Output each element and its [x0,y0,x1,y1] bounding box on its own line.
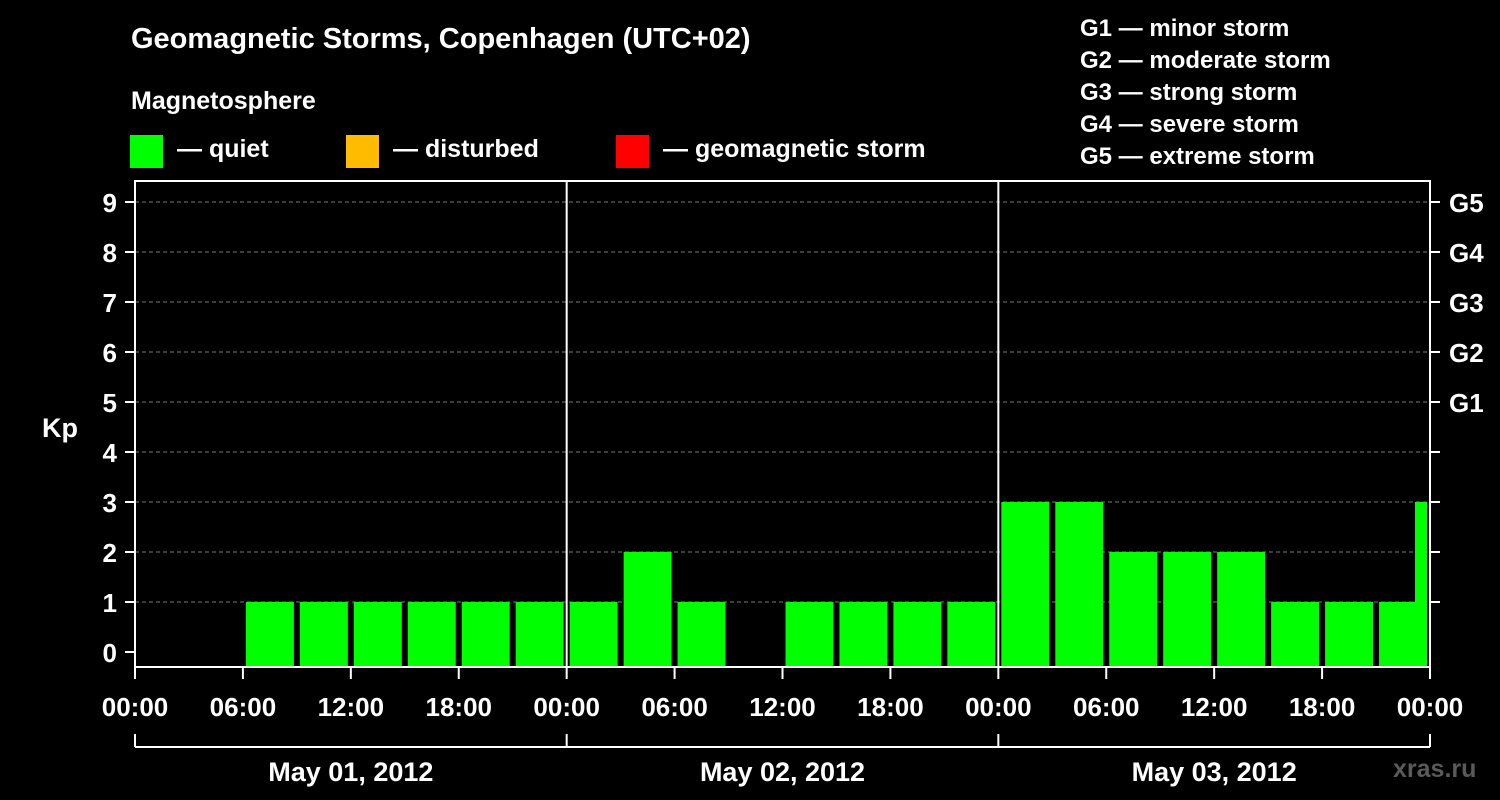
kp-bar [569,602,618,667]
kp-bar [839,602,888,667]
y-tick-label: 4 [103,438,118,468]
x-tick-label: 06:00 [641,692,708,722]
legend-swatch-storm [616,135,649,168]
kp-bar [515,602,564,667]
kp-bar [461,602,510,667]
scale-g3: G3 — strong storm [1080,79,1298,106]
legend-label-storm: — geomagnetic storm [663,135,926,163]
kp-bar [1001,502,1050,667]
y-axis-label: Kp [42,413,78,443]
watermark: xras.ru [1393,755,1477,783]
y-tick-label: 6 [103,338,117,368]
day-label: May 03, 2012 [1132,757,1297,787]
x-tick-label: 00:00 [533,692,600,722]
legend-swatch-quiet [130,135,163,168]
y-tick-label: 0 [103,638,117,668]
right-tick-label: G2 [1449,338,1484,368]
kp-bar [893,602,942,667]
y-tick-label: 2 [103,538,117,568]
kp-bar [1055,502,1104,667]
scale-g1: G1 — minor storm [1080,15,1290,42]
kp-bar [1325,602,1374,667]
y-tick-label: 7 [103,288,117,318]
kp-bar [245,602,294,667]
kp-bar [947,602,996,667]
x-tick-label: 00:00 [965,692,1032,722]
kp-bar [1217,552,1266,667]
x-tick-label: 12:00 [318,692,385,722]
x-tick-label: 18:00 [1289,692,1356,722]
kp-bar [677,602,726,667]
x-tick-label: 18:00 [857,692,924,722]
kp-bar [785,602,834,667]
right-tick-label: G1 [1449,388,1484,418]
kp-bar [1271,602,1320,667]
y-tick-label: 3 [103,488,117,518]
y-tick-label: 1 [103,588,117,618]
scale-g2: G2 — moderate storm [1080,47,1331,74]
legend-heading: Magnetosphere [131,87,316,115]
x-tick-label: 12:00 [749,692,816,722]
right-tick-label: G5 [1449,188,1484,218]
right-tick-label: G3 [1449,288,1484,318]
kp-bar [1109,552,1158,667]
x-tick-label: 06:00 [210,692,277,722]
kp-bar [1163,552,1212,667]
kp-bar [623,552,672,667]
scale-g4: G4 — severe storm [1080,111,1299,138]
scale-g5: G5 — extreme storm [1080,143,1315,170]
kp-bar [353,602,402,667]
legend-label-quiet: — quiet [177,135,269,163]
legend-swatch-disturbed [346,135,379,168]
x-tick-label: 06:00 [1073,692,1140,722]
day-label: May 02, 2012 [700,757,865,787]
kp-bar [1415,502,1427,667]
right-tick-label: G4 [1449,238,1484,268]
x-tick-label: 00:00 [1397,692,1464,722]
x-tick-label: 00:00 [102,692,169,722]
y-tick-label: 9 [103,188,117,218]
day-label: May 01, 2012 [268,757,433,787]
chart-title: Geomagnetic Storms, Copenhagen (UTC+02) [131,23,751,55]
y-tick-label: 8 [103,238,117,268]
kp-bar [299,602,348,667]
kp-bar [407,602,456,667]
legend-label-disturbed: — disturbed [393,135,539,163]
y-tick-label: 5 [103,388,117,418]
x-tick-label: 12:00 [1181,692,1248,722]
x-tick-label: 18:00 [426,692,493,722]
